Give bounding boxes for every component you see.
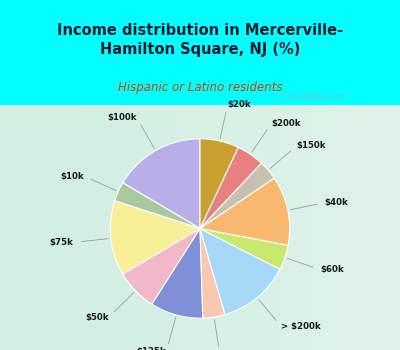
Wedge shape — [200, 178, 290, 245]
Text: Income distribution in Mercerville-
Hamilton Square, NJ (%): Income distribution in Mercerville- Hami… — [57, 23, 343, 57]
Wedge shape — [200, 229, 288, 269]
Text: $150k: $150k — [297, 141, 326, 150]
Text: $20k: $20k — [228, 100, 252, 109]
Text: $50k: $50k — [85, 313, 108, 322]
Text: $60k: $60k — [320, 265, 344, 274]
Text: > $200k: > $200k — [281, 322, 321, 331]
Text: $75k: $75k — [50, 238, 74, 247]
Wedge shape — [152, 229, 203, 318]
Wedge shape — [123, 139, 200, 229]
Text: Hispanic or Latino residents: Hispanic or Latino residents — [118, 82, 282, 95]
Wedge shape — [200, 139, 238, 229]
Text: $100k: $100k — [107, 113, 137, 122]
Text: $40k: $40k — [325, 198, 348, 207]
Wedge shape — [200, 147, 261, 229]
Text: $125k: $125k — [137, 347, 166, 350]
Wedge shape — [200, 229, 280, 315]
Text: $200k: $200k — [272, 119, 301, 128]
Text: City-Data.com: City-Data.com — [278, 92, 348, 101]
Wedge shape — [110, 201, 200, 274]
Wedge shape — [123, 229, 200, 304]
Text: $10k: $10k — [60, 172, 84, 181]
Wedge shape — [115, 183, 200, 229]
Wedge shape — [200, 229, 225, 318]
Wedge shape — [200, 163, 274, 229]
